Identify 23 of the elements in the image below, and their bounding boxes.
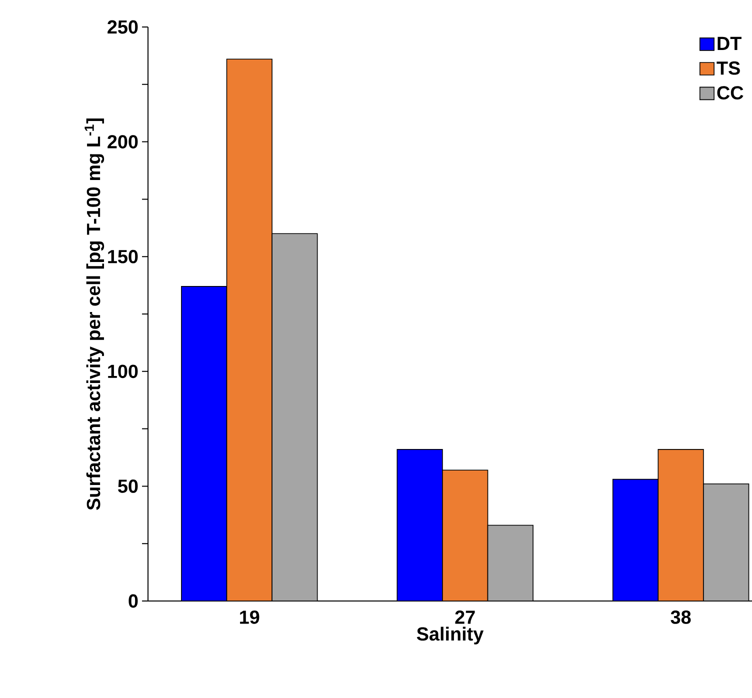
y-tick-label: 200 [108,135,138,148]
x-tick-label: 27 [455,610,475,624]
bar [272,233,318,601]
bar [612,478,659,601]
legend-label: TS [716,61,740,75]
legend-label: DT [718,36,742,50]
y-tick-label: 100 [108,364,138,378]
bar [396,449,443,601]
y-tick-label: 250 [108,20,138,34]
x-tick-label: 38 [670,610,691,624]
bar [703,484,750,601]
legend-label: CC [717,86,744,100]
bar [181,286,228,601]
y-axis-title: Surfactant activity per cell [pg T-100 mg L$^{-1}$] [84,118,104,510]
y-tick-label: 50 [118,479,138,493]
x-axis-title: Salinity [416,626,484,644]
bar [226,58,272,601]
y-tick-label: 150 [108,250,138,264]
x-tick-label: 19 [240,610,260,624]
bar [487,524,534,601]
y-tick-label: 0 [128,594,138,608]
bar [442,470,488,601]
bar [658,449,704,601]
